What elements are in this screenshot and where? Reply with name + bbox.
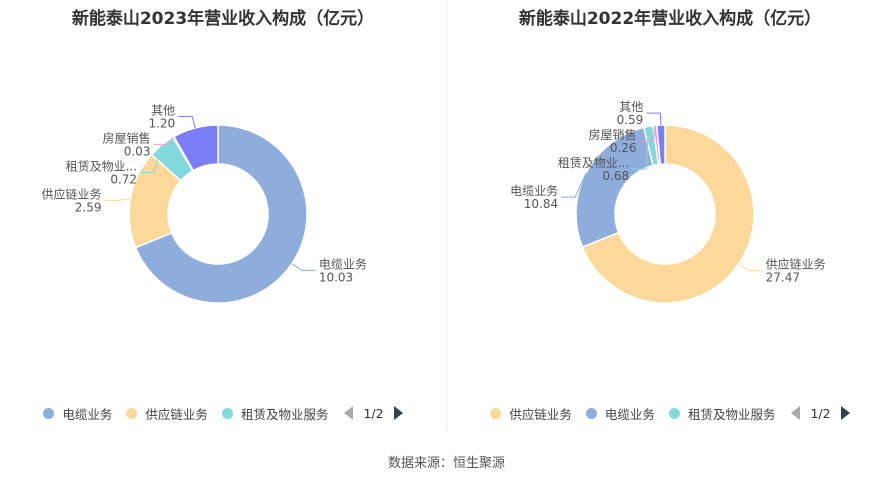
panel-divider [446, 0, 447, 430]
chart-title: 新能泰山2022年营业收入构成（亿元） [518, 9, 822, 29]
slice-value-label: 2.59 [75, 200, 102, 214]
legend-next-arrow-icon[interactable] [840, 406, 850, 420]
slice-cable[interactable] [575, 126, 654, 248]
legend-item-supply-chain[interactable]: 供应链业务 [490, 404, 572, 423]
legend-page-indicator: 1/2 [363, 405, 384, 421]
legend-next-arrow-icon[interactable] [393, 406, 403, 420]
legend-prev-arrow-icon[interactable] [344, 406, 354, 420]
label-leader-line [632, 126, 649, 170]
slice-value-label: 10.84 [524, 197, 558, 211]
slice-name-label: 供应链业务 [766, 257, 826, 272]
slice-value-label: 1.20 [148, 116, 175, 130]
legend-marker-icon [585, 407, 597, 419]
slice-value-label: 0.72 [110, 172, 137, 186]
label-leader-line [639, 125, 656, 142]
legend-marker-icon [126, 407, 138, 419]
legend-marker-icon [490, 407, 502, 419]
chart-panel-2023: 新能泰山2023年营业收入构成（亿元） 其他 1.20 房屋销售 0.03 租赁及物业.… [0, 0, 446, 430]
slice-supply-chain[interactable] [581, 124, 755, 304]
slice-other[interactable] [655, 124, 666, 166]
slice-value-label: 0.59 [617, 113, 644, 127]
label-leader-line [291, 263, 316, 271]
slice-value-label: 27.47 [766, 271, 800, 285]
slice-name-label: 房屋销售 [102, 130, 150, 145]
legend-label: 供应链业务 [509, 406, 572, 422]
slice-name-label: 租赁及物业... [558, 156, 629, 170]
legend-marker-icon [221, 407, 233, 419]
legend-item-cable[interactable]: 电缆业务 [585, 404, 655, 423]
label-leader-line [140, 144, 163, 173]
label-leader-line [561, 173, 587, 198]
label-leader-line [153, 136, 174, 145]
slice-name-label: 其他 [619, 100, 643, 114]
label-leader-line [178, 115, 196, 129]
slice-name-label: 其他 [151, 103, 175, 117]
legend-pager: 1/2 [344, 405, 403, 421]
legend-label: 供应链业务 [145, 406, 208, 422]
chart-title: 新能泰山2023年营业收入构成（亿元） [71, 9, 375, 29]
slice-name-label: 租赁及物业... [66, 159, 137, 173]
chart-legend: 电缆业务 供应链业务 租赁及物业服务 1/2 [0, 402, 446, 424]
legend-item-supply-chain[interactable]: 供应链业务 [126, 404, 208, 423]
slice-name-label: 房屋销售 [589, 127, 637, 142]
slice-value-label: 0.03 [124, 144, 151, 158]
legend-pager: 1/2 [791, 405, 850, 421]
slice-name-label: 电缆业务 [510, 183, 558, 198]
legend-prev-arrow-icon[interactable] [791, 406, 801, 420]
legend-item-leasing-property[interactable]: 租赁及物业服务 [668, 404, 776, 423]
label-leader-line [104, 198, 131, 201]
legend-page-indicator: 1/2 [810, 405, 831, 421]
legend-label: 电缆业务 [604, 406, 655, 422]
slice-value-label: 0.26 [610, 141, 637, 155]
label-leader-line [646, 112, 662, 126]
label-leader-line [738, 263, 763, 272]
chart-legend: 供应链业务 电缆业务 租赁及物业服务 1/2 [447, 402, 893, 424]
legend-marker-icon [668, 407, 680, 419]
slice-cable[interactable] [134, 124, 308, 304]
legend-item-leasing-property[interactable]: 租赁及物业服务 [221, 404, 329, 423]
legend-label: 租赁及物业服务 [687, 406, 776, 422]
data-source-label: 数据来源：恒生聚源 [387, 456, 505, 471]
legend-marker-icon [43, 407, 55, 419]
slice-other[interactable] [172, 124, 219, 172]
chart-panel-2022: 新能泰山2022年营业收入构成（亿元） 其他 0.59 房屋销售 0.26 租赁及物业.… [447, 0, 893, 430]
slice-value-label: 0.68 [602, 169, 629, 183]
slice-value-label: 10.03 [319, 270, 353, 284]
slice-name-label: 电缆业务 [319, 256, 367, 271]
legend-label: 租赁及物业服务 [240, 406, 329, 422]
slice-name-label: 供应链业务 [41, 186, 101, 201]
legend-item-cable[interactable]: 电缆业务 [43, 404, 112, 423]
legend-label: 电缆业务 [62, 406, 113, 422]
